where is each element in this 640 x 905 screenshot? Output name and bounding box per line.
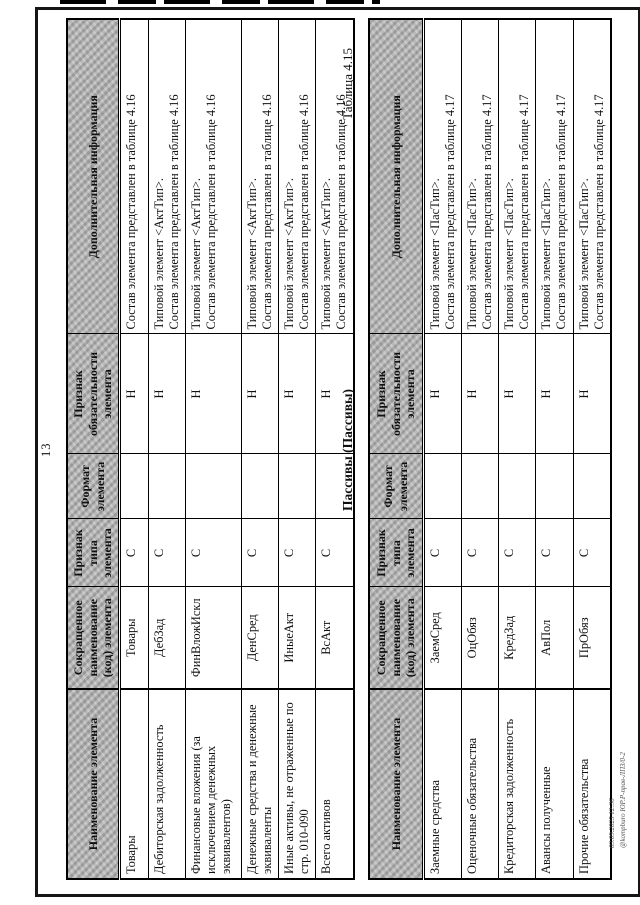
cell-format: [498, 454, 536, 519]
cell-type: С: [241, 519, 279, 587]
table-row: Денежные средства и денежные эквиваленты…: [241, 19, 279, 879]
column-header-type: Признак типа элемента: [67, 519, 119, 587]
column-header-type: Признак типа элемента: [369, 519, 423, 587]
cell-format: [148, 454, 186, 519]
cell-info: Типовой элемент <ПасТип>. Состав элемента…: [535, 19, 573, 334]
assets-table: Наименование элемента Сокращенное наимен…: [66, 18, 355, 880]
cell-type: С: [535, 519, 573, 587]
cell-required: Н: [148, 334, 186, 454]
cell-required: Н: [498, 334, 536, 454]
cell-info: Типовой элемент <ПасТип>. Состав элемента…: [461, 19, 499, 334]
table-row: Иные активы, не отраженные по стр. 010-0…: [278, 19, 316, 879]
cell-code: АвПол: [535, 587, 573, 689]
cell-name: Оценочные обязательства: [461, 689, 499, 879]
cell-info: Состав элемента представлен в таблице 4.…: [119, 19, 148, 334]
cell-type: С: [498, 519, 536, 587]
assets-header-row: Наименование элемента Сокращенное наимен…: [67, 19, 119, 879]
table-row: Товары Товары С Н Состав элемента предст…: [119, 19, 148, 879]
section-title: Пассивы (Пассивы): [340, 388, 355, 512]
cell-required: Н: [423, 334, 462, 454]
table-row: Дебиторская задолженность ДебЗад С Н Тип…: [148, 19, 186, 879]
column-header-name: Наименование элемента: [369, 689, 423, 879]
cell-type: С: [185, 519, 242, 587]
cell-name: Иные активы, не отраженные по стр. 010-0…: [278, 689, 316, 879]
footer-timestamp: 03.09.2025 12:36: [608, 798, 616, 848]
column-header-code: Сокращенное наименование (код) элемента: [369, 587, 423, 689]
table-row: Кредиторская задолженность КредЗад С Н Т…: [498, 19, 536, 879]
cell-format: [241, 454, 279, 519]
table-row: Финансовые вложения (за исключением дене…: [185, 19, 242, 879]
column-header-code: Сокращенное наименование (код) элемента: [67, 587, 119, 689]
cell-format: [278, 454, 316, 519]
cell-type: С: [573, 519, 611, 587]
cell-type: С: [119, 519, 148, 587]
cell-format: [119, 454, 148, 519]
cell-name: Дебиторская задолженность: [148, 689, 186, 879]
cell-type: С: [148, 519, 186, 587]
cell-format: [185, 454, 242, 519]
column-header-info: Дополнительная информация: [369, 19, 423, 334]
column-header-name: Наименование элемента: [67, 689, 119, 879]
cell-info: Типовой элемент <ПасТип>. Состав элемента…: [573, 19, 611, 334]
cell-info: Типовой элемент <АктТип>. Состав элемента…: [241, 19, 279, 334]
table-row: Авансы полученные АвПол С Н Типовой элем…: [535, 19, 573, 879]
cell-name: Прочие обязательства: [573, 689, 611, 879]
cell-required: Н: [573, 334, 611, 454]
liabilities-header-row: Наименование элемента Сокращенное наимен…: [369, 19, 423, 879]
cell-required: Н: [461, 334, 499, 454]
cell-required: Н: [241, 334, 279, 454]
cell-format: [535, 454, 573, 519]
cell-info: Типовой элемент <АктТип>. Состав элемента…: [278, 19, 316, 334]
table2-caption-line: Пассивы (Пассивы) Таблица 4.15: [340, 20, 362, 880]
cell-required: Н: [278, 334, 316, 454]
column-header-info: Дополнительная информация: [67, 19, 119, 334]
cell-code: ФинВложИскл: [185, 587, 242, 689]
column-header-format: Формат элемента: [369, 454, 423, 519]
cell-required: Н: [535, 334, 573, 454]
cell-info: Типовой элемент <ПасТип>. Состав элемента…: [498, 19, 536, 334]
cell-required: Н: [185, 334, 242, 454]
cell-code: ОцОбяз: [461, 587, 499, 689]
cell-code: ИныеАкт: [278, 587, 316, 689]
cell-name: Авансы полученные: [535, 689, 573, 879]
liabilities-table: Наименование элемента Сокращенное наимен…: [368, 18, 612, 880]
cell-format: [423, 454, 462, 519]
print-footer: 03.09.2025 12:36 @kompburo ЮР.Р-прав-ЛПЗ…: [607, 752, 629, 848]
table-row: Оценочные обязательства ОцОбяз С Н Типов…: [461, 19, 499, 879]
cell-type: С: [461, 519, 499, 587]
cell-code: ПрОбяз: [573, 587, 611, 689]
cell-type: С: [278, 519, 316, 587]
footer-document-code: @kompburo ЮР.Р-прав-ЛПЗ/0-2: [618, 752, 627, 848]
cell-info: Типовой элемент <ПасТип>. Состав элемента…: [423, 19, 462, 334]
cell-info: Типовой элемент <АктТип>. Состав элемента…: [185, 19, 242, 334]
scan-edge-artifact: [60, 0, 380, 4]
cell-code: Товары: [119, 587, 148, 689]
column-header-required: Признак обязательности элемента: [67, 334, 119, 454]
page-number: 13: [39, 442, 53, 458]
cell-code: ЗаемСред: [423, 587, 462, 689]
cell-name: Финансовые вложения (за исключением дене…: [185, 689, 242, 879]
cell-name: Заемные средства: [423, 689, 462, 879]
column-header-required: Признак обязательности элемента: [369, 334, 423, 454]
column-header-format: Формат элемента: [67, 454, 119, 519]
table-row: Заемные средства ЗаемСред С Н Типовой эл…: [423, 19, 462, 879]
cell-code: КредЗад: [498, 587, 536, 689]
cell-info: Типовой элемент <АктТип>. Состав элемента…: [148, 19, 186, 334]
cell-name: Товары: [119, 689, 148, 879]
cell-name: Кредиторская задолженность: [498, 689, 536, 879]
cell-format: [461, 454, 499, 519]
table-row: Прочие обязательства ПрОбяз С Н Типовой …: [573, 19, 611, 879]
table-caption: Таблица 4.15: [340, 48, 355, 120]
cell-type: С: [423, 519, 462, 587]
cell-code: ДенСред: [241, 587, 279, 689]
cell-name: Денежные средства и денежные эквиваленты: [241, 689, 279, 879]
cell-required: Н: [119, 334, 148, 454]
cell-code: ДебЗад: [148, 587, 186, 689]
cell-format: [573, 454, 611, 519]
